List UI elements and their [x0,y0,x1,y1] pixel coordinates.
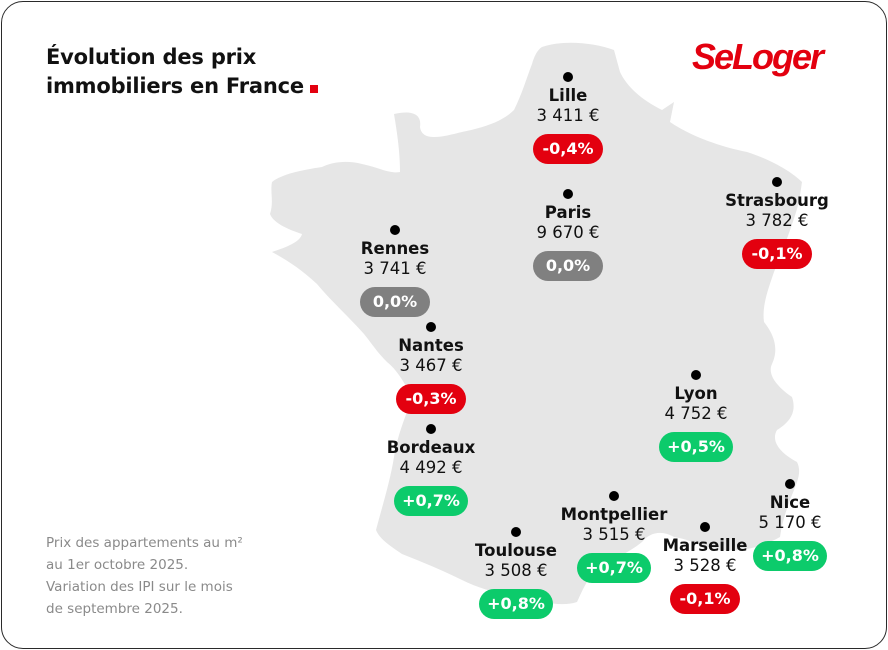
change-badge: -0,1% [742,239,812,269]
location-dot-icon [426,424,436,434]
city-marker-toulouse: Toulouse 3 508 € +0,8% [446,527,586,619]
change-badge: -0,3% [396,384,466,414]
city-price: 3 411 € [536,106,600,125]
city-name: Rennes [360,239,430,258]
city-price: 3 741 € [363,259,427,278]
location-dot-icon [691,370,701,380]
city-price: 9 670 € [536,223,600,242]
city-marker-paris: Paris 9 670 € 0,0% [498,189,638,281]
city-marker-nice: Nice 5 170 € +0,8% [720,479,860,571]
location-dot-icon [563,189,573,199]
change-badge: +0,7% [577,553,651,583]
location-dot-icon [426,322,436,332]
city-price: 3 508 € [484,561,548,580]
change-badge: +0,5% [659,432,733,462]
city-name: Toulouse [475,541,557,560]
footnote-line-2: au 1er octobre 2025. [46,557,189,573]
city-marker-lille: Lille 3 411 € -0,4% [498,72,638,164]
city-price: 4 752 € [664,404,728,423]
page-title: Évolution des prix immobiliers en France [46,43,318,101]
city-marker-montpellier: Montpellier 3 515 € +0,7% [544,491,684,583]
city-name: Paris [544,203,592,222]
red-square-icon [309,85,318,93]
location-dot-icon [511,527,521,537]
change-badge: -0,1% [670,584,740,614]
city-name: Bordeaux [386,438,476,457]
change-badge: +0,8% [753,541,827,571]
city-name: Montpellier [560,505,668,524]
city-marker-bordeaux: Bordeaux 4 492 € +0,7% [361,424,501,516]
title-line-1: Évolution des prix [46,45,257,69]
location-dot-icon [390,225,400,235]
city-marker-rennes: Rennes 3 741 € 0,0% [325,225,465,317]
footnote-line-3: Variation des IPI sur le mois [46,579,233,595]
change-badge: +0,8% [479,589,553,619]
city-marker-lyon: Lyon 4 752 € +0,5% [626,370,766,462]
city-marker-nantes: Nantes 3 467 € -0,3% [361,322,501,414]
city-price: 3 528 € [673,556,737,575]
france-outline [270,42,802,605]
city-price: 3 782 € [745,211,809,230]
location-dot-icon [700,522,710,532]
city-name: Lyon [674,384,718,403]
change-badge: 0,0% [360,287,430,317]
city-price: 3 467 € [399,356,463,375]
city-price: 4 492 € [399,458,463,477]
change-badge: -0,4% [533,134,603,164]
title-line-2: immobiliers en France [46,72,318,101]
city-price: 3 515 € [582,525,646,544]
footnote-line-4: de septembre 2025. [46,601,183,617]
city-name: Lille [548,86,588,105]
location-dot-icon [785,479,795,489]
city-name: Marseille [662,536,748,555]
seloger-logo: SeLoger [692,36,824,77]
city-name: Nantes [398,336,464,355]
city-name: Nice [769,493,811,512]
location-dot-icon [772,177,782,187]
city-name: Strasbourg [725,191,829,210]
change-badge: 0,0% [533,251,603,281]
location-dot-icon [609,491,619,501]
location-dot-icon [563,72,573,82]
city-marker-marseille: Marseille 3 528 € -0,1% [635,522,775,614]
footnote: Prix des appartements au m² au 1er octob… [46,532,243,620]
title-line-2-text: immobiliers en France [46,74,304,98]
footnote-line-1: Prix des appartements au m² [46,535,243,551]
city-price: 5 170 € [758,513,822,532]
change-badge: +0,7% [394,486,468,516]
city-marker-strasbourg: Strasbourg 3 782 € -0,1% [707,177,847,269]
